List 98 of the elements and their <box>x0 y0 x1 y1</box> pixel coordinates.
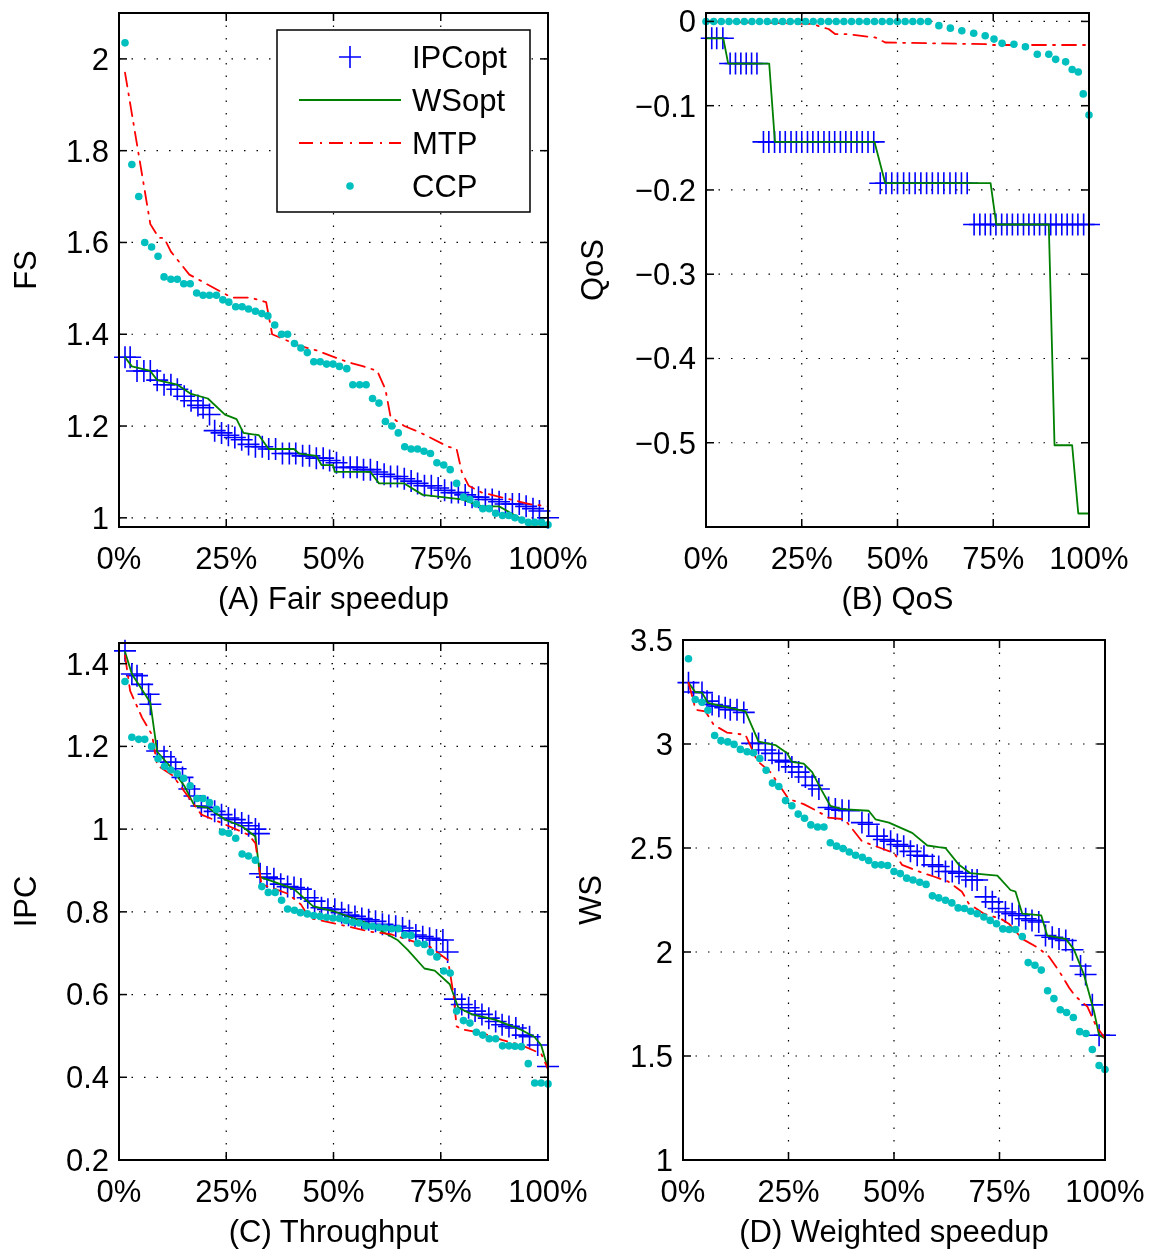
point <box>1010 40 1018 48</box>
y-tick-label: 2 <box>91 41 109 77</box>
x-tick-label: 50% <box>862 1174 926 1209</box>
legend-label: WSopt <box>412 82 506 118</box>
point <box>1074 68 1083 76</box>
point <box>771 17 779 26</box>
x-tick-label: 50% <box>302 1174 365 1209</box>
point <box>863 17 871 26</box>
x-tick-label: 0% <box>683 541 729 576</box>
y-axis-title: QoS <box>574 238 610 302</box>
point <box>1079 90 1088 98</box>
x-tick-label: 25% <box>195 541 258 576</box>
y-tick-label: 1 <box>91 500 109 536</box>
point <box>778 17 787 26</box>
y-tick-label: 0.4 <box>65 1060 109 1096</box>
x-tick-label: 0% <box>96 541 142 576</box>
x-tick-label: 75% <box>968 1174 1031 1209</box>
legend-label: MTP <box>412 125 478 161</box>
x-tick-label: 25% <box>195 1174 258 1209</box>
point <box>924 17 932 26</box>
point <box>981 31 990 40</box>
y-axis-title: WS <box>572 875 608 925</box>
x-axis-title: (D) Weighted speedup <box>739 1214 1049 1249</box>
y-tick-label: 2 <box>655 934 673 970</box>
point <box>1044 50 1053 59</box>
point <box>1021 42 1030 51</box>
point <box>946 24 955 32</box>
y-tick-label: 1 <box>91 811 109 847</box>
x-tick-label: 75% <box>409 541 472 576</box>
point <box>878 17 886 26</box>
point <box>1061 58 1070 66</box>
x-axis-title: (B) QoS <box>841 581 954 616</box>
x-tick-label: 50% <box>302 541 365 576</box>
y-tick-label: −0.3 <box>634 257 696 293</box>
point <box>909 17 917 26</box>
y-tick-label: 1.5 <box>629 1038 673 1074</box>
point <box>935 21 943 30</box>
y-tick-label: 2.5 <box>629 830 673 866</box>
point <box>786 17 795 26</box>
point <box>916 17 925 26</box>
y-tick-label: −0.5 <box>634 425 696 461</box>
y-tick-label: 1.2 <box>65 408 109 444</box>
point <box>709 17 718 26</box>
x-axis-title: (A) Fair speedup <box>218 581 449 616</box>
point <box>824 17 833 26</box>
point <box>740 17 749 26</box>
x-tick-label: 25% <box>757 1174 820 1209</box>
point <box>817 17 825 26</box>
point <box>990 35 998 43</box>
point <box>794 17 802 26</box>
point <box>809 17 818 26</box>
x-axis-title: (C) Throughput <box>228 1214 439 1249</box>
y-tick-label: 1.4 <box>65 646 109 682</box>
y-axis-title: FS <box>7 250 43 290</box>
y-tick-label: 3 <box>655 726 673 762</box>
point <box>870 17 879 26</box>
x-tick-label: 100% <box>1065 1174 1145 1209</box>
x-tick-label: 75% <box>409 1174 472 1209</box>
y-tick-label: 0.8 <box>65 894 109 930</box>
y-tick-label: 1.2 <box>65 729 109 765</box>
x-tick-label: 75% <box>962 541 1025 576</box>
y-tick-label: 1.4 <box>65 317 109 353</box>
point <box>1068 65 1076 74</box>
y-tick-label: 1.8 <box>65 133 109 169</box>
x-tick-label: 100% <box>508 1174 588 1209</box>
y-tick-label: 1.6 <box>65 225 109 261</box>
point <box>1051 55 1060 64</box>
point <box>732 17 741 26</box>
y-tick-label: 0.6 <box>65 977 109 1013</box>
point <box>832 17 841 26</box>
x-tick-label: 25% <box>770 541 833 576</box>
point <box>755 17 764 26</box>
point <box>840 17 848 26</box>
y-axis-title: IPC <box>7 875 43 928</box>
point <box>847 17 856 26</box>
legend-label: CCP <box>412 168 478 204</box>
point <box>998 39 1006 48</box>
point <box>763 17 772 26</box>
point <box>725 17 733 26</box>
point <box>801 17 810 26</box>
legend-label: IPCopt <box>412 39 508 75</box>
y-tick-label: 0 <box>678 4 696 40</box>
point <box>717 17 726 26</box>
point <box>901 17 909 26</box>
point <box>1033 50 1042 59</box>
y-tick-label: −0.2 <box>634 172 696 208</box>
point <box>748 17 756 26</box>
x-tick-label: 50% <box>866 541 929 576</box>
point <box>958 26 966 35</box>
y-tick-label: 3.5 <box>629 622 673 658</box>
point <box>969 29 978 38</box>
point <box>886 17 894 26</box>
y-tick-label: −0.4 <box>634 341 696 377</box>
y-tick-label: −0.1 <box>634 88 696 124</box>
x-tick-label: 100% <box>508 541 588 576</box>
point <box>855 17 863 26</box>
point <box>893 17 902 26</box>
x-tick-label: 100% <box>1049 541 1129 576</box>
